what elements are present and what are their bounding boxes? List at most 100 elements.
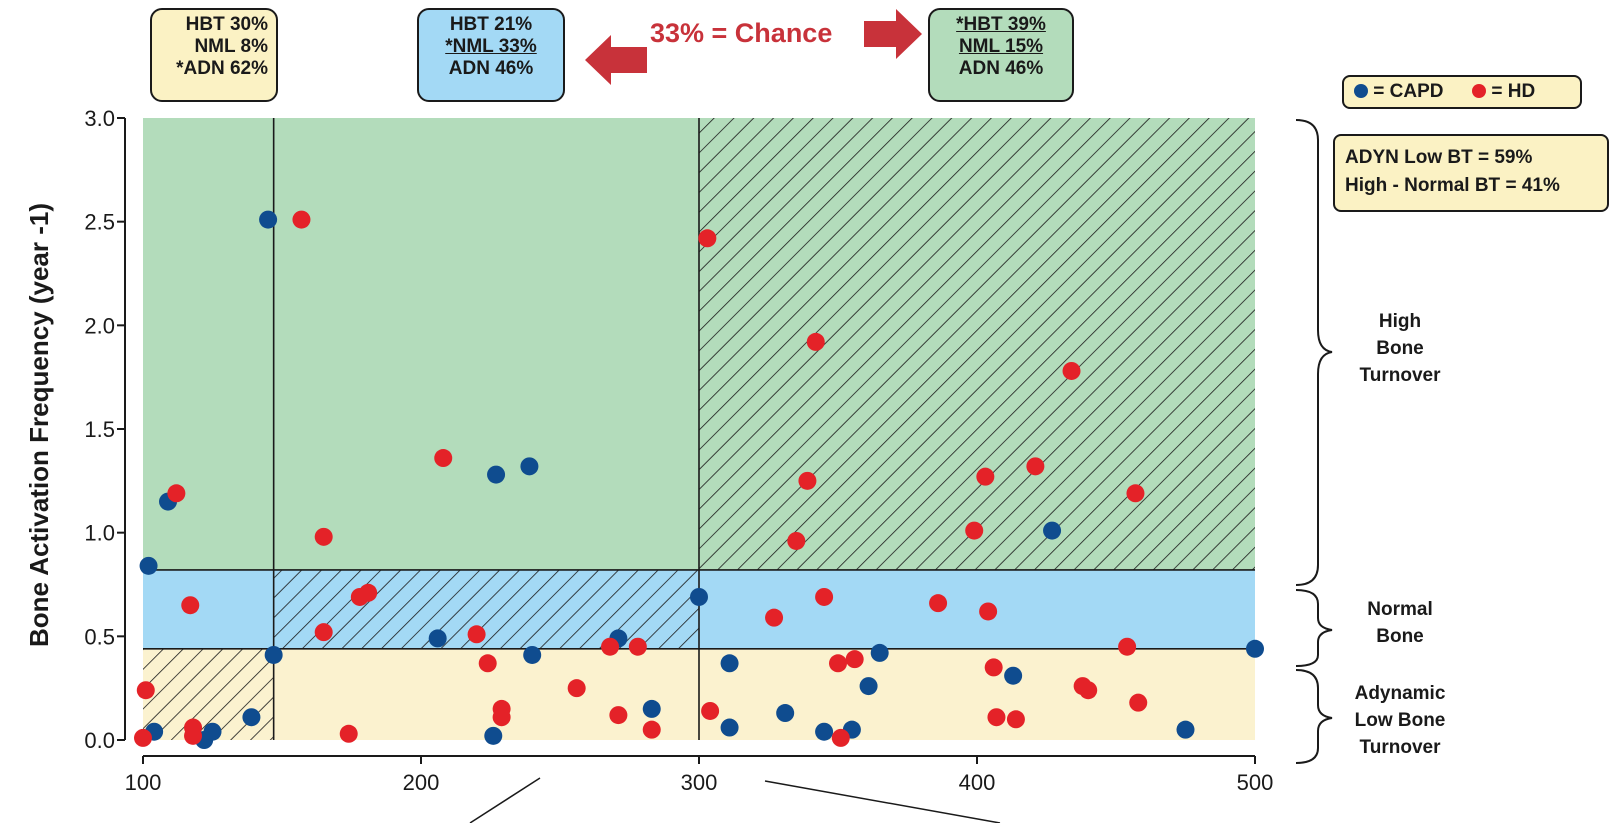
arrow-right [864, 9, 922, 59]
region-label-normal: Normal Bone [1340, 596, 1460, 650]
capd-point [523, 645, 542, 664]
box-middle-line2: *NML 33% [445, 36, 537, 57]
x-tick-label: 300 [681, 770, 718, 795]
hd-point [701, 701, 720, 720]
region-low-line3: Turnover [1359, 737, 1441, 758]
hd-point [184, 726, 203, 745]
hd-point [359, 583, 378, 602]
x-tick-label: 500 [1237, 770, 1274, 795]
y-tick-label: 1.5 [84, 417, 115, 442]
box-right-region-stats: *HBT 39% NML 15% ADN 46% [928, 8, 1074, 102]
hd-point [1062, 361, 1081, 380]
hd-point [979, 602, 998, 621]
capd-point [1043, 521, 1062, 540]
summary-line2: High - Normal BT = 41% [1345, 175, 1560, 196]
capd-point [859, 677, 878, 696]
capd-point [428, 629, 447, 648]
capd-point [690, 587, 708, 606]
hd-point [965, 521, 984, 540]
x-tick-label: 100 [125, 770, 162, 795]
summary-line1: ADYN Low BT = 59% [1345, 147, 1533, 168]
hd-point [292, 210, 311, 229]
legend-hd-label: = HD [1491, 81, 1536, 102]
capd-point [1004, 666, 1023, 685]
box-middle-region-stats: HBT 21% *NML 33% ADN 46% [417, 8, 565, 102]
capd-point [776, 704, 795, 723]
chance-label: 33% = Chance [650, 18, 833, 48]
hd-point [815, 587, 834, 606]
y-tick-label: 0.5 [84, 624, 115, 649]
hd-point [1118, 637, 1137, 656]
capd-point [139, 556, 158, 575]
capd-point [203, 722, 222, 741]
hd-point [1006, 710, 1025, 729]
region-high-line2: Bone [1376, 338, 1424, 359]
hd-point [787, 531, 806, 550]
region-high-line3: Turnover [1359, 365, 1441, 386]
brace-normal [1295, 589, 1333, 667]
hatch-normal-middle [273, 569, 699, 649]
capd-point [484, 726, 503, 745]
hd-point [831, 728, 850, 747]
legend-capd-marker [1354, 84, 1368, 98]
box-right-line1: *HBT 39% [956, 14, 1046, 35]
hatch-high-right [699, 118, 1255, 570]
legend: = CAPD = HD [1342, 75, 1582, 109]
capd-point [487, 465, 506, 484]
y-tick-label: 2.5 [84, 210, 115, 235]
hd-point [314, 623, 333, 642]
capd-point [815, 722, 834, 741]
box-middle-line3: ADN 46% [448, 58, 534, 79]
hd-point [845, 650, 864, 669]
box-middle-line1: HBT 21% [449, 14, 533, 35]
hd-point [765, 608, 784, 627]
y-tick-label: 1.0 [84, 521, 115, 546]
x-tick-label: 200 [403, 770, 440, 795]
legend-capd-label: = CAPD [1373, 81, 1444, 102]
y-axis-label: Bone Activation Frequency (year -1) [24, 203, 54, 647]
hd-point [601, 637, 620, 656]
hd-point [1129, 693, 1148, 712]
hd-point [567, 679, 586, 698]
box-left-line1: HBT 30% [185, 14, 268, 35]
region-label-high: High Bone Turnover [1340, 308, 1460, 389]
y-tick-label: 0.0 [84, 728, 115, 753]
hd-point [467, 625, 486, 644]
box-left-line3: *ADN 62% [176, 58, 268, 79]
hd-point [136, 681, 155, 700]
capd-point [259, 210, 278, 229]
capd-point [720, 654, 739, 673]
hd-point [339, 724, 358, 743]
capd-point [720, 718, 739, 737]
capd-point [264, 645, 283, 664]
hd-point [806, 332, 825, 351]
box-right-line3: ADN 46% [958, 58, 1044, 79]
hd-point [642, 720, 661, 739]
hd-point [134, 728, 152, 747]
brace-low [1295, 669, 1333, 764]
hd-point [478, 654, 497, 673]
region-low-line1: Adynamic [1354, 683, 1446, 704]
capd-point [1176, 720, 1195, 739]
legend-hd-marker [1472, 84, 1487, 98]
capd-point [870, 643, 889, 662]
hd-point [628, 637, 647, 656]
hd-point [829, 654, 847, 673]
brace-high [1295, 119, 1333, 586]
hd-point [609, 706, 628, 725]
region-normal-line2: Bone [1376, 626, 1424, 647]
decorative-line-left [469, 777, 541, 823]
hd-point [1126, 484, 1145, 503]
region-label-low: Adynamic Low Bone Turnover [1330, 680, 1470, 761]
capd-point [520, 457, 539, 476]
capd-point [642, 699, 661, 718]
x-tick-label: 400 [959, 770, 996, 795]
region-high-line1: High [1378, 311, 1422, 332]
hd-point [167, 484, 186, 503]
hd-point [1026, 457, 1045, 476]
hd-point [314, 527, 333, 546]
summary-box: ADYN Low BT = 59% High - Normal BT = 41% [1333, 134, 1609, 212]
region-normal-line1: Normal [1367, 599, 1433, 620]
hd-point [492, 708, 511, 727]
hd-point [976, 467, 995, 486]
